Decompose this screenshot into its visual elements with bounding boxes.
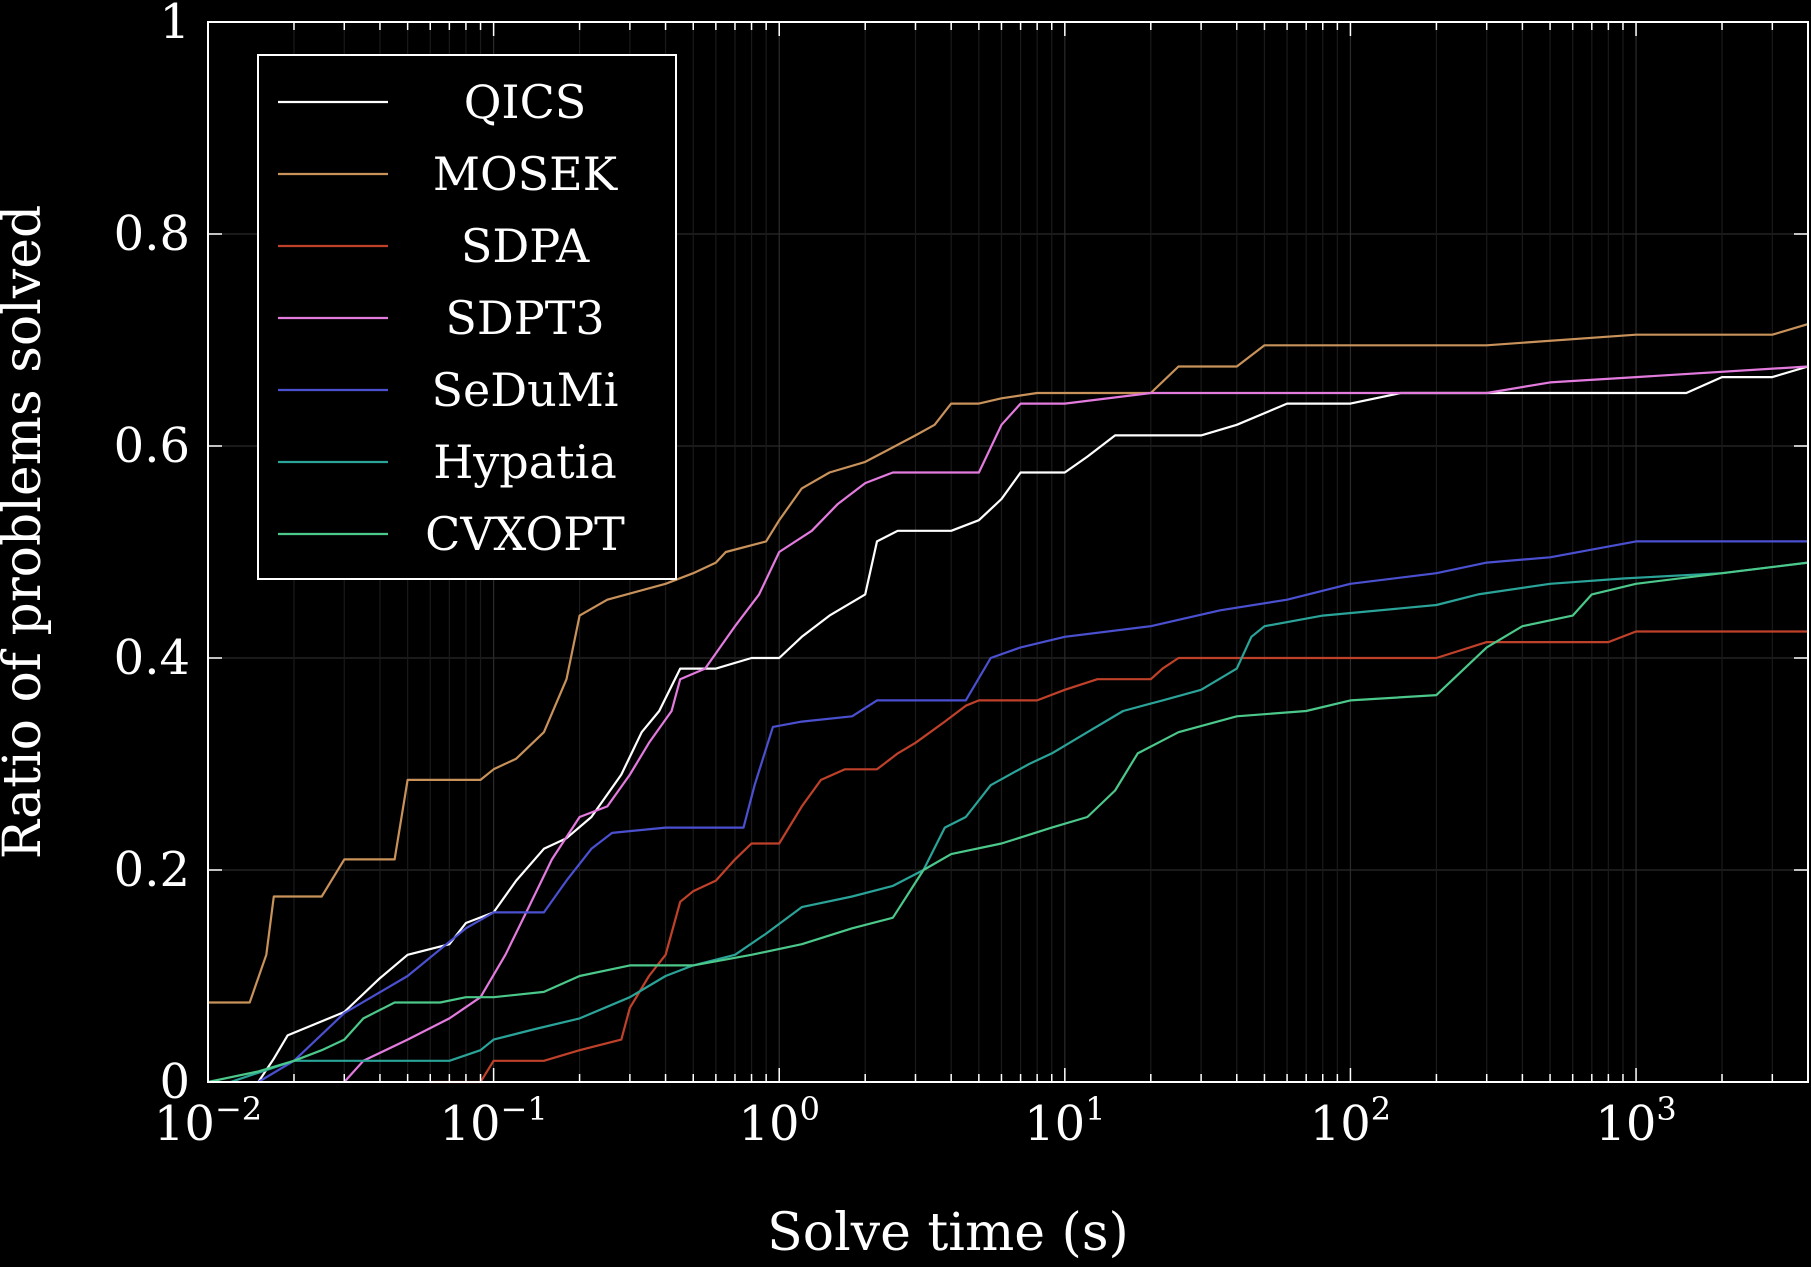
series-line-sedumi <box>257 540 1808 1083</box>
series-line-hypatia <box>230 561 1809 1084</box>
series-line-mosek <box>208 323 1809 1004</box>
x-tick-label: 10−2 <box>154 1090 262 1152</box>
legend-label: CVXOPT <box>425 507 625 561</box>
y-tick-label: 0.2 <box>114 842 190 898</box>
series-line-qics <box>257 365 1809 1083</box>
y-tick-label: 0 <box>159 1054 190 1110</box>
legend-label: MOSEK <box>433 147 619 201</box>
y-tick-label: 1 <box>159 0 190 50</box>
y-tick-label: 0.4 <box>114 630 190 686</box>
series-line-sdpa <box>430 630 1808 1084</box>
plot-frame <box>207 21 1809 1083</box>
series-line-cvxopt <box>207 561 1809 1084</box>
y-tick-label: 0.6 <box>114 418 190 474</box>
legend-label: SDPT3 <box>445 291 604 345</box>
y-axis-label: Ratio of problems solved <box>0 205 53 860</box>
legend-label: SDPA <box>461 219 590 273</box>
y-tick-label: 0.8 <box>114 206 190 262</box>
legend-label: Hypatia <box>433 435 617 489</box>
legend: QICS MOSEK SDPA SDPT3 SeDuMi Hypatia CVXOPT <box>257 54 677 580</box>
x-tick-label: 102 <box>1310 1090 1391 1152</box>
series-layer <box>207 323 1809 1084</box>
x-tick-label: 10−1 <box>439 1090 547 1152</box>
x-tick-label: 100 <box>738 1090 819 1152</box>
series-line-sdpt3 <box>343 365 1809 1083</box>
axes <box>207 21 1809 1083</box>
x-tick-label: 103 <box>1595 1090 1676 1152</box>
x-axis-label: Solve time (s) <box>767 1203 1129 1263</box>
legend-label: QICS <box>464 75 587 129</box>
tick-labels: 0 0.2 0.4 0.6 0.8 1 10−2 10−1 100 101 102 103 <box>114 0 1677 1152</box>
legend-label: SeDuMi <box>431 363 618 417</box>
x-tick-label: 101 <box>1024 1090 1105 1152</box>
